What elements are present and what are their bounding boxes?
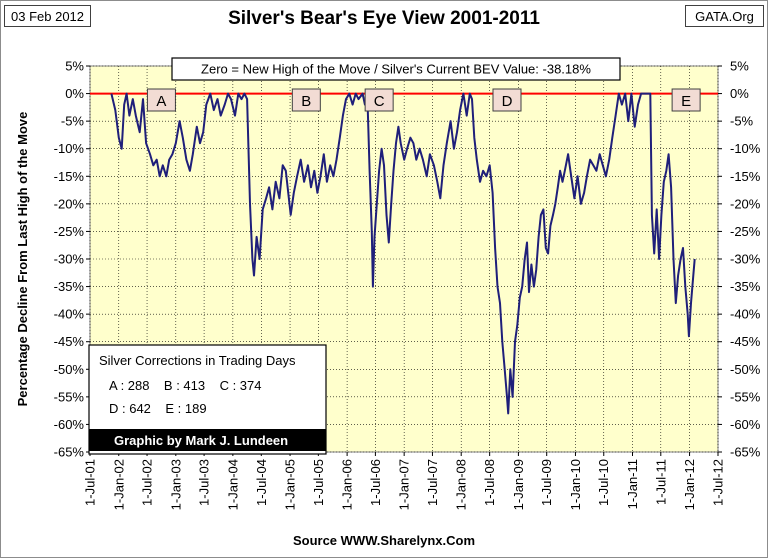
y-tick-label-left: 0%	[65, 86, 84, 101]
y-tick-label-right: -20%	[730, 196, 761, 211]
annotation-text: Zero = New High of the Move / Silver's C…	[201, 62, 591, 77]
credit-text: Graphic by Mark J. Lundeen	[114, 433, 288, 448]
y-axis-title: Percentage Decline From Last High of the…	[15, 112, 30, 407]
y-tick-label-left: -35%	[54, 279, 85, 294]
credit-bar	[89, 429, 326, 451]
correction-label-box	[492, 88, 522, 112]
x-tick-label: 1-Jan-09	[511, 459, 526, 510]
y-tick-label-left: -50%	[54, 362, 85, 377]
x-tick-label: 1-Jul-10	[596, 459, 611, 506]
y-tick-label-right: -50%	[730, 362, 761, 377]
x-tick-label: 1-Jul-08	[482, 459, 497, 506]
y-tick-label-left: -40%	[54, 307, 85, 322]
correction-label-box	[671, 88, 701, 112]
y-tick-label-left: -55%	[54, 389, 85, 404]
correction-label: E	[681, 93, 691, 110]
y-tick-label-right: -10%	[730, 141, 761, 156]
y-tick-label-right: -15%	[730, 169, 761, 184]
legend-box: Silver Corrections in Trading Days A : 2…	[88, 344, 327, 455]
source-org-label: GATA.Org	[685, 5, 764, 27]
y-tick-label-right: 0%	[730, 86, 749, 101]
y-tick-label-right: -45%	[730, 334, 761, 349]
y-tick-label-left: -45%	[54, 334, 85, 349]
correction-label-box	[364, 88, 394, 112]
x-tick-label: 1-Jul-04	[254, 459, 269, 506]
x-tick-label: 1-Jul-02	[140, 459, 155, 506]
x-tick-label: 1-Jul-09	[539, 459, 554, 506]
x-tick-label: 1-Jan-04	[225, 459, 240, 510]
correction-label: B	[301, 93, 311, 110]
legend-line: D : 642 E : 189	[109, 401, 207, 416]
y-tick-label-left: -60%	[54, 417, 85, 432]
y-tick-label-left: 5%	[65, 59, 84, 74]
y-tick-label-right: -5%	[730, 114, 754, 129]
x-tick-label: 1-Jul-06	[368, 459, 383, 506]
y-axis-right: 5% 0% -5% -10% -15% -20% -25% -30% -35% -40% -45% -…	[718, 59, 761, 460]
x-tick-label: 1-Jul-03	[197, 459, 212, 506]
correction-label: A	[156, 93, 166, 110]
y-tick-label-right: -25%	[730, 224, 761, 239]
x-tick-label: 1-Jul-07	[425, 459, 440, 506]
y-tick-label-left: -10%	[54, 141, 85, 156]
x-tick-label: 1-Jan-03	[168, 459, 183, 510]
y-tick-label-right: -30%	[730, 252, 761, 267]
y-tick-label-right: -35%	[730, 279, 761, 294]
y-tick-label-right: 5%	[730, 59, 749, 74]
footer-source: Source WWW.Sharelynx.Com	[292, 533, 476, 548]
date-label: 03 Feb 2012	[4, 5, 91, 27]
correction-label-box	[146, 88, 176, 112]
x-tick-label: 1-Jan-10	[568, 459, 583, 510]
y-tick-label-right: -40%	[730, 307, 761, 322]
y-tick-label-right: -55%	[730, 389, 761, 404]
legend-title: Silver Corrections in Trading Days	[99, 353, 296, 368]
correction-labels: A B C D E	[146, 88, 701, 112]
x-tick-label: 1-Jan-08	[454, 459, 469, 510]
x-tick-label: 1-Jan-11	[625, 459, 640, 509]
y-tick-label-right: -65%	[730, 445, 761, 460]
y-tick-label-left: -5%	[61, 114, 85, 129]
y-tick-label-right: -60%	[730, 417, 761, 432]
y-tick-label-left: -15%	[54, 169, 85, 184]
series-line	[110, 92, 696, 415]
y-tick-label-left: -20%	[54, 196, 85, 211]
y-tick-label-left: -65%	[54, 445, 85, 460]
x-tick-label: 1-Jan-06	[340, 459, 355, 510]
x-tick-label: 1-Jan-05	[283, 459, 298, 510]
correction-label: D	[502, 93, 513, 110]
y-tick-label-left: -30%	[54, 252, 85, 267]
x-tick-label: 1-Jan-02	[111, 459, 126, 510]
correction-label-box	[291, 88, 321, 112]
y-tick-label-left: -25%	[54, 224, 85, 239]
x-tick-label: 1-Jul-05	[311, 459, 326, 506]
x-axis: 1-Jul-01 1-Jan-02 1-Jul-02 1-Jan-03 1-Jul-03…	[83, 452, 726, 510]
x-tick-label: 1-Jul-11	[653, 459, 668, 505]
x-tick-label: 1-Jan-12	[682, 459, 697, 510]
annotation-box: Zero = New High of the Move / Silver's C…	[171, 57, 621, 81]
correction-label: C	[374, 93, 385, 110]
x-tick-label: 1-Jan-07	[397, 459, 412, 510]
y-axis-left: 5% 0% -5% -10% -15% -20% -25% -30% -35% -40% -45% -…	[54, 59, 90, 460]
legend-line: A : 288 B : 413 C : 374	[109, 378, 261, 393]
x-tick-label: 1-Jul-01	[83, 459, 98, 506]
x-tick-label: 1-Jul-12	[711, 459, 726, 506]
chart-title: Silver's Bear's Eye View 2001-2011	[228, 8, 540, 29]
